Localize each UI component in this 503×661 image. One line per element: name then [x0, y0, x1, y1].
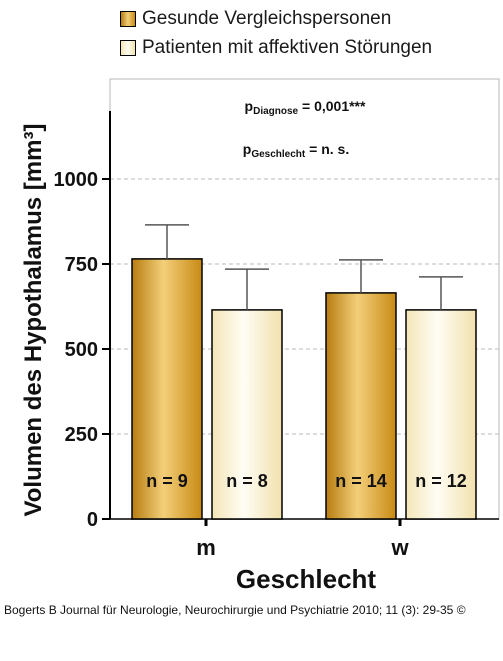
- legend-item-healthy: Gesunde Vergleichspersonen: [120, 8, 391, 30]
- y-tick-label: 1000: [54, 169, 99, 191]
- bar: [211, 309, 283, 520]
- p-diagnose-value: = 0,001***: [298, 98, 366, 114]
- bar: [131, 258, 203, 520]
- legend-swatch-healthy: [120, 11, 136, 27]
- p-geschlecht-main: p: [243, 141, 252, 157]
- chart-svg: 0 250 500 750 1000 m n = 9 n = 8 w n = 14 n = 12 p…: [54, 78, 500, 560]
- n-label: n = 14: [335, 471, 387, 491]
- y-tick-label: 750: [65, 254, 98, 276]
- x-tick-label: m: [196, 535, 216, 560]
- bar: [325, 292, 397, 520]
- p-diagnose-annotation: pDiagnose = 0,001***: [245, 98, 366, 117]
- y-tick-label: 500: [65, 339, 98, 361]
- y-tick-label: 250: [65, 424, 98, 446]
- n-label: n = 12: [415, 471, 467, 491]
- legend-label-healthy: Gesunde Vergleichspersonen: [142, 8, 392, 29]
- x-axis-label: Geschlecht: [235, 564, 377, 594]
- p-geschlecht-sub: Geschlecht: [251, 149, 306, 160]
- y-axis-label-text: Volumen des Hypothalamus [mm³]: [20, 123, 47, 517]
- bar: [405, 309, 477, 520]
- legend-swatch-patients: [120, 40, 136, 56]
- p-geschlecht-annotation: pGeschlecht = n. s.: [243, 141, 349, 160]
- p-geschlecht-value: = n. s.: [305, 141, 349, 157]
- x-tick-label: w: [390, 535, 409, 560]
- n-label: n = 9: [146, 471, 188, 491]
- legend-item-patients: Patienten mit affektiven Störungen: [120, 37, 432, 59]
- legend-label-patients: Patienten mit affektiven Störungen: [142, 37, 433, 58]
- p-diagnose-main: p: [245, 98, 254, 114]
- bars: [131, 224, 477, 520]
- source-credit: Bogerts B Journal für Neurologie, Neuroc…: [4, 603, 466, 617]
- n-label: n = 8: [226, 471, 268, 491]
- y-tick-label: 0: [87, 509, 98, 531]
- labels: 0 250 500 750 1000 m n = 9 n = 8 w n = 14 n = 12: [54, 169, 467, 560]
- p-diagnose-sub: Diagnose: [253, 106, 298, 117]
